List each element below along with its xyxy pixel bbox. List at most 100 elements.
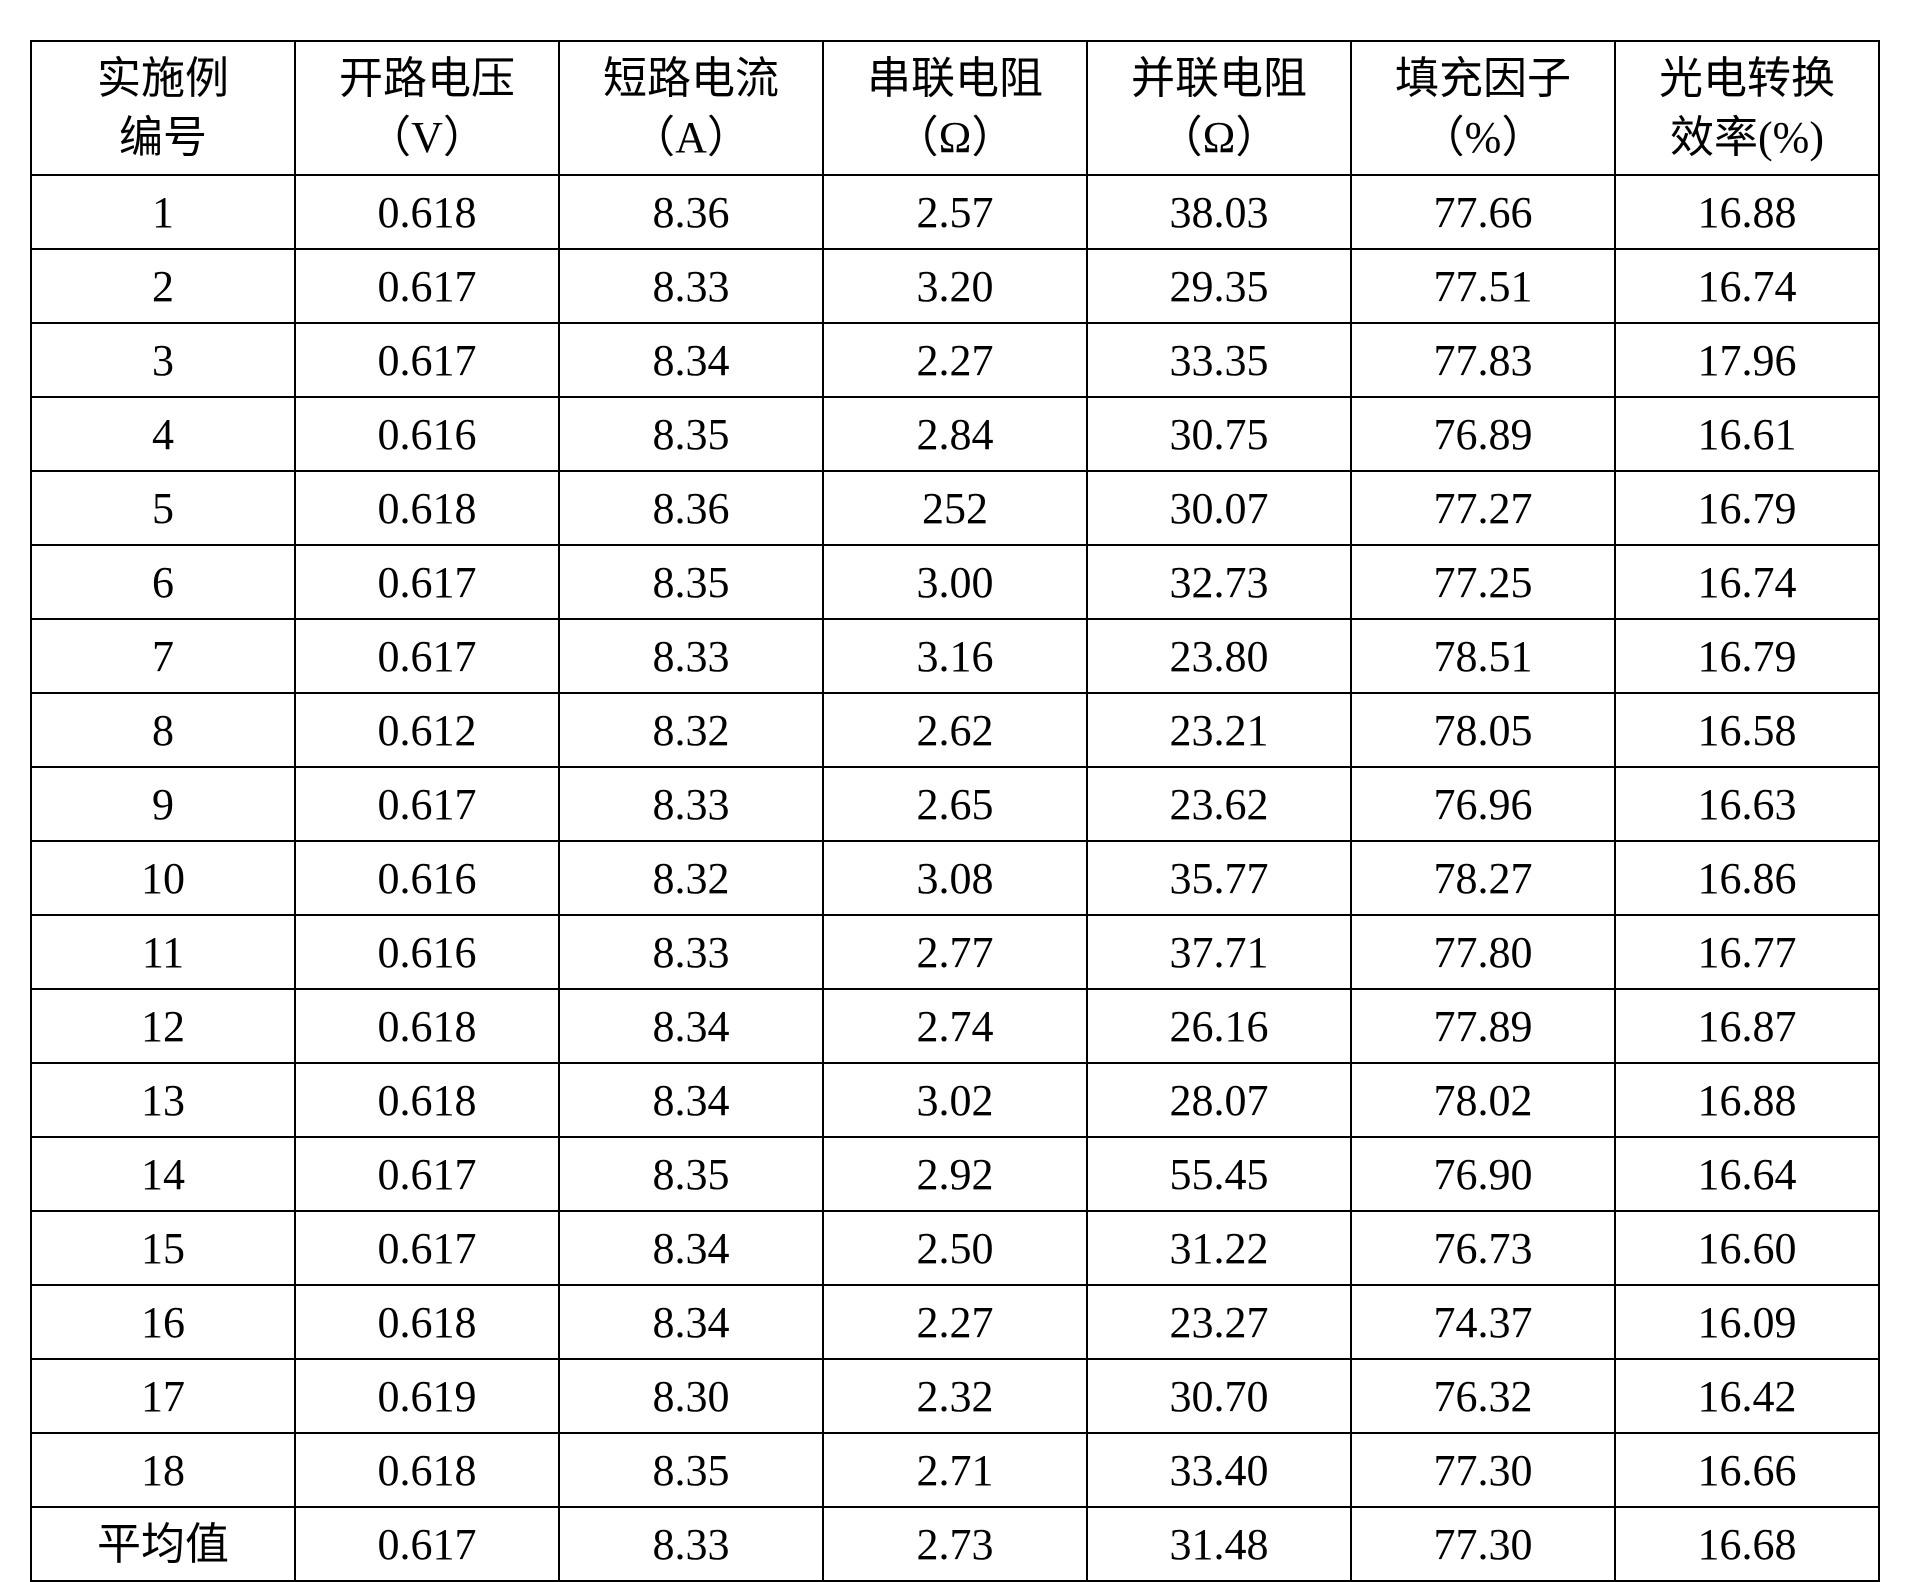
col-header-line2: （Ω） [828, 108, 1082, 167]
table-cell: 77.89 [1351, 989, 1615, 1063]
table-cell: 2.84 [823, 397, 1087, 471]
table-cell: 0.617 [295, 619, 559, 693]
col-header-line1: 实施例 [36, 49, 290, 108]
table-row: 180.6188.352.7133.4077.3016.66 [31, 1433, 1879, 1507]
table-header: 实施例 编号 开路电压 （V） 短路电流 （A） 串联电阻 （Ω） 并联电阻 （… [31, 41, 1879, 175]
table-cell: 37.71 [1087, 915, 1351, 989]
table-cell: 2.27 [823, 1285, 1087, 1359]
table-cell: 16.60 [1615, 1211, 1879, 1285]
table-cell: 2.65 [823, 767, 1087, 841]
table-cell: 8.32 [559, 841, 823, 915]
table-cell: 8.36 [559, 471, 823, 545]
table-cell: 78.05 [1351, 693, 1615, 767]
table-cell: 0.618 [295, 471, 559, 545]
table-cell: 14 [31, 1137, 295, 1211]
table-cell: 5 [31, 471, 295, 545]
table-cell: 23.27 [1087, 1285, 1351, 1359]
table-cell: 2 [31, 249, 295, 323]
table-cell: 8.35 [559, 1433, 823, 1507]
table-cell: 55.45 [1087, 1137, 1351, 1211]
col-header-example-number: 实施例 编号 [31, 41, 295, 175]
table-cell: 0.618 [295, 1433, 559, 1507]
table-cell: 8.36 [559, 175, 823, 249]
col-header-line2: （%） [1356, 108, 1610, 167]
table-cell: 8.33 [559, 1507, 823, 1581]
table-cell: 0.618 [295, 989, 559, 1063]
table-cell: 0.619 [295, 1359, 559, 1433]
col-header-series-resistance: 串联电阻 （Ω） [823, 41, 1087, 175]
table-row: 90.6178.332.6523.6276.9616.63 [31, 767, 1879, 841]
table-cell: 17 [31, 1359, 295, 1433]
col-header-line2: 编号 [36, 108, 290, 167]
table-cell: 0.617 [295, 1137, 559, 1211]
table-cell: 74.37 [1351, 1285, 1615, 1359]
table-cell: 3.00 [823, 545, 1087, 619]
table-cell: 13 [31, 1063, 295, 1137]
table-cell: 0.617 [295, 249, 559, 323]
col-header-fill-factor: 填充因子 （%） [1351, 41, 1615, 175]
table-cell: 8.33 [559, 619, 823, 693]
table-cell: 16.88 [1615, 175, 1879, 249]
table-cell: 9 [31, 767, 295, 841]
table-cell: 17.96 [1615, 323, 1879, 397]
table-cell: 38.03 [1087, 175, 1351, 249]
table-cell: 252 [823, 471, 1087, 545]
table-row: 140.6178.352.9255.4576.9016.64 [31, 1137, 1879, 1211]
table-cell: 8.33 [559, 249, 823, 323]
table-cell: 32.73 [1087, 545, 1351, 619]
table-cell: 1 [31, 175, 295, 249]
table-cell: 16.66 [1615, 1433, 1879, 1507]
table-cell: 16.74 [1615, 545, 1879, 619]
table-cell: 8.34 [559, 989, 823, 1063]
table-cell: 2.32 [823, 1359, 1087, 1433]
table-cell: 23.80 [1087, 619, 1351, 693]
table-cell: 77.83 [1351, 323, 1615, 397]
table-cell: 0.616 [295, 915, 559, 989]
table-cell: 8.33 [559, 767, 823, 841]
table-cell: 16.86 [1615, 841, 1879, 915]
table-cell: 2.50 [823, 1211, 1087, 1285]
col-header-short-circuit-current: 短路电流 （A） [559, 41, 823, 175]
table-row: 60.6178.353.0032.7377.2516.74 [31, 545, 1879, 619]
table-row: 150.6178.342.5031.2276.7316.60 [31, 1211, 1879, 1285]
table-row: 50.6188.3625230.0777.2716.79 [31, 471, 1879, 545]
table-cell: 2.92 [823, 1137, 1087, 1211]
table-cell: 76.32 [1351, 1359, 1615, 1433]
table-row: 110.6168.332.7737.7177.8016.77 [31, 915, 1879, 989]
table-cell: 0.617 [295, 323, 559, 397]
table-row: 80.6128.322.6223.2178.0516.58 [31, 693, 1879, 767]
data-table: 实施例 编号 开路电压 （V） 短路电流 （A） 串联电阻 （Ω） 并联电阻 （… [30, 40, 1880, 1582]
table-cell: 8.32 [559, 693, 823, 767]
table-cell: 3.02 [823, 1063, 1087, 1137]
table-cell: 15 [31, 1211, 295, 1285]
table-cell: 77.30 [1351, 1507, 1615, 1581]
table-row: 70.6178.333.1623.8078.5116.79 [31, 619, 1879, 693]
table-cell: 0.618 [295, 175, 559, 249]
col-header-shunt-resistance: 并联电阻 （Ω） [1087, 41, 1351, 175]
table-row: 40.6168.352.8430.7576.8916.61 [31, 397, 1879, 471]
col-header-line2: （A） [564, 108, 818, 167]
col-header-line1: 开路电压 [300, 49, 554, 108]
col-header-line1: 短路电流 [564, 49, 818, 108]
table-cell: 3 [31, 323, 295, 397]
table-cell: 2.57 [823, 175, 1087, 249]
table-cell: 77.80 [1351, 915, 1615, 989]
table-cell: 16 [31, 1285, 295, 1359]
table-cell: 77.66 [1351, 175, 1615, 249]
table-cell: 12 [31, 989, 295, 1063]
table-cell: 4 [31, 397, 295, 471]
table-cell: 8.35 [559, 397, 823, 471]
table-cell: 8.34 [559, 1211, 823, 1285]
table-cell: 76.73 [1351, 1211, 1615, 1285]
table-cell: 16.77 [1615, 915, 1879, 989]
table-row: 100.6168.323.0835.7778.2716.86 [31, 841, 1879, 915]
table-cell: 8.34 [559, 1285, 823, 1359]
table-cell: 16.58 [1615, 693, 1879, 767]
table-row: 30.6178.342.2733.3577.8317.96 [31, 323, 1879, 397]
col-header-open-circuit-voltage: 开路电压 （V） [295, 41, 559, 175]
table-cell: 16.79 [1615, 471, 1879, 545]
table-cell: 8.35 [559, 1137, 823, 1211]
table-cell: 0.616 [295, 397, 559, 471]
table-cell: 16.09 [1615, 1285, 1879, 1359]
table-cell: 2.27 [823, 323, 1087, 397]
